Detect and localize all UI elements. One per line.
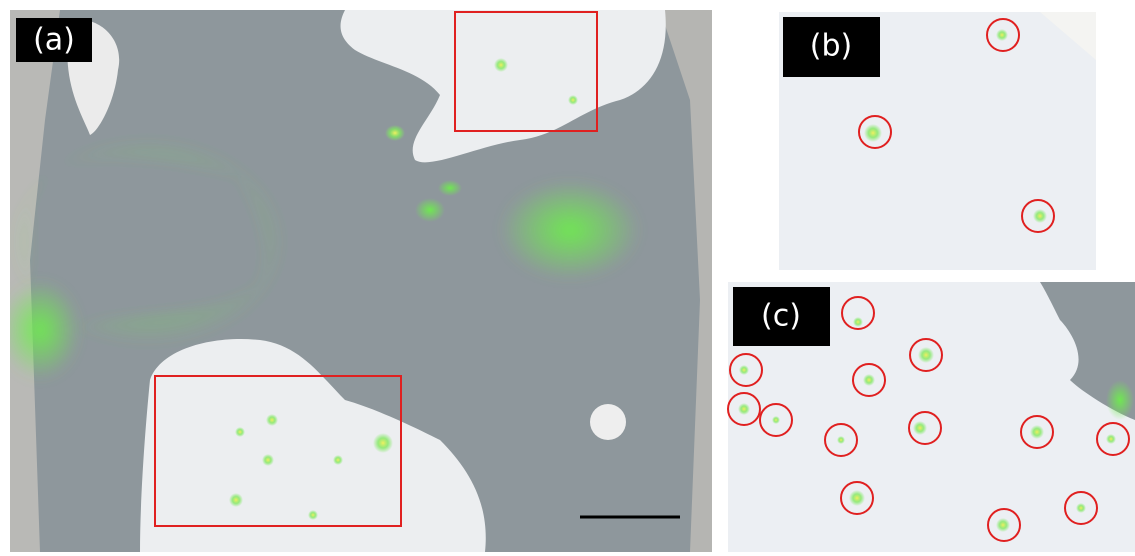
panel-label: (c) <box>761 299 801 334</box>
figure: (a) (b) <box>0 0 1135 552</box>
panel-b: (b) <box>779 12 1096 270</box>
panel-label: (b) <box>810 29 852 64</box>
panel-label: (a) <box>33 23 75 58</box>
panel-a: (a) <box>0 10 712 552</box>
panel-c: (c) <box>728 282 1135 552</box>
